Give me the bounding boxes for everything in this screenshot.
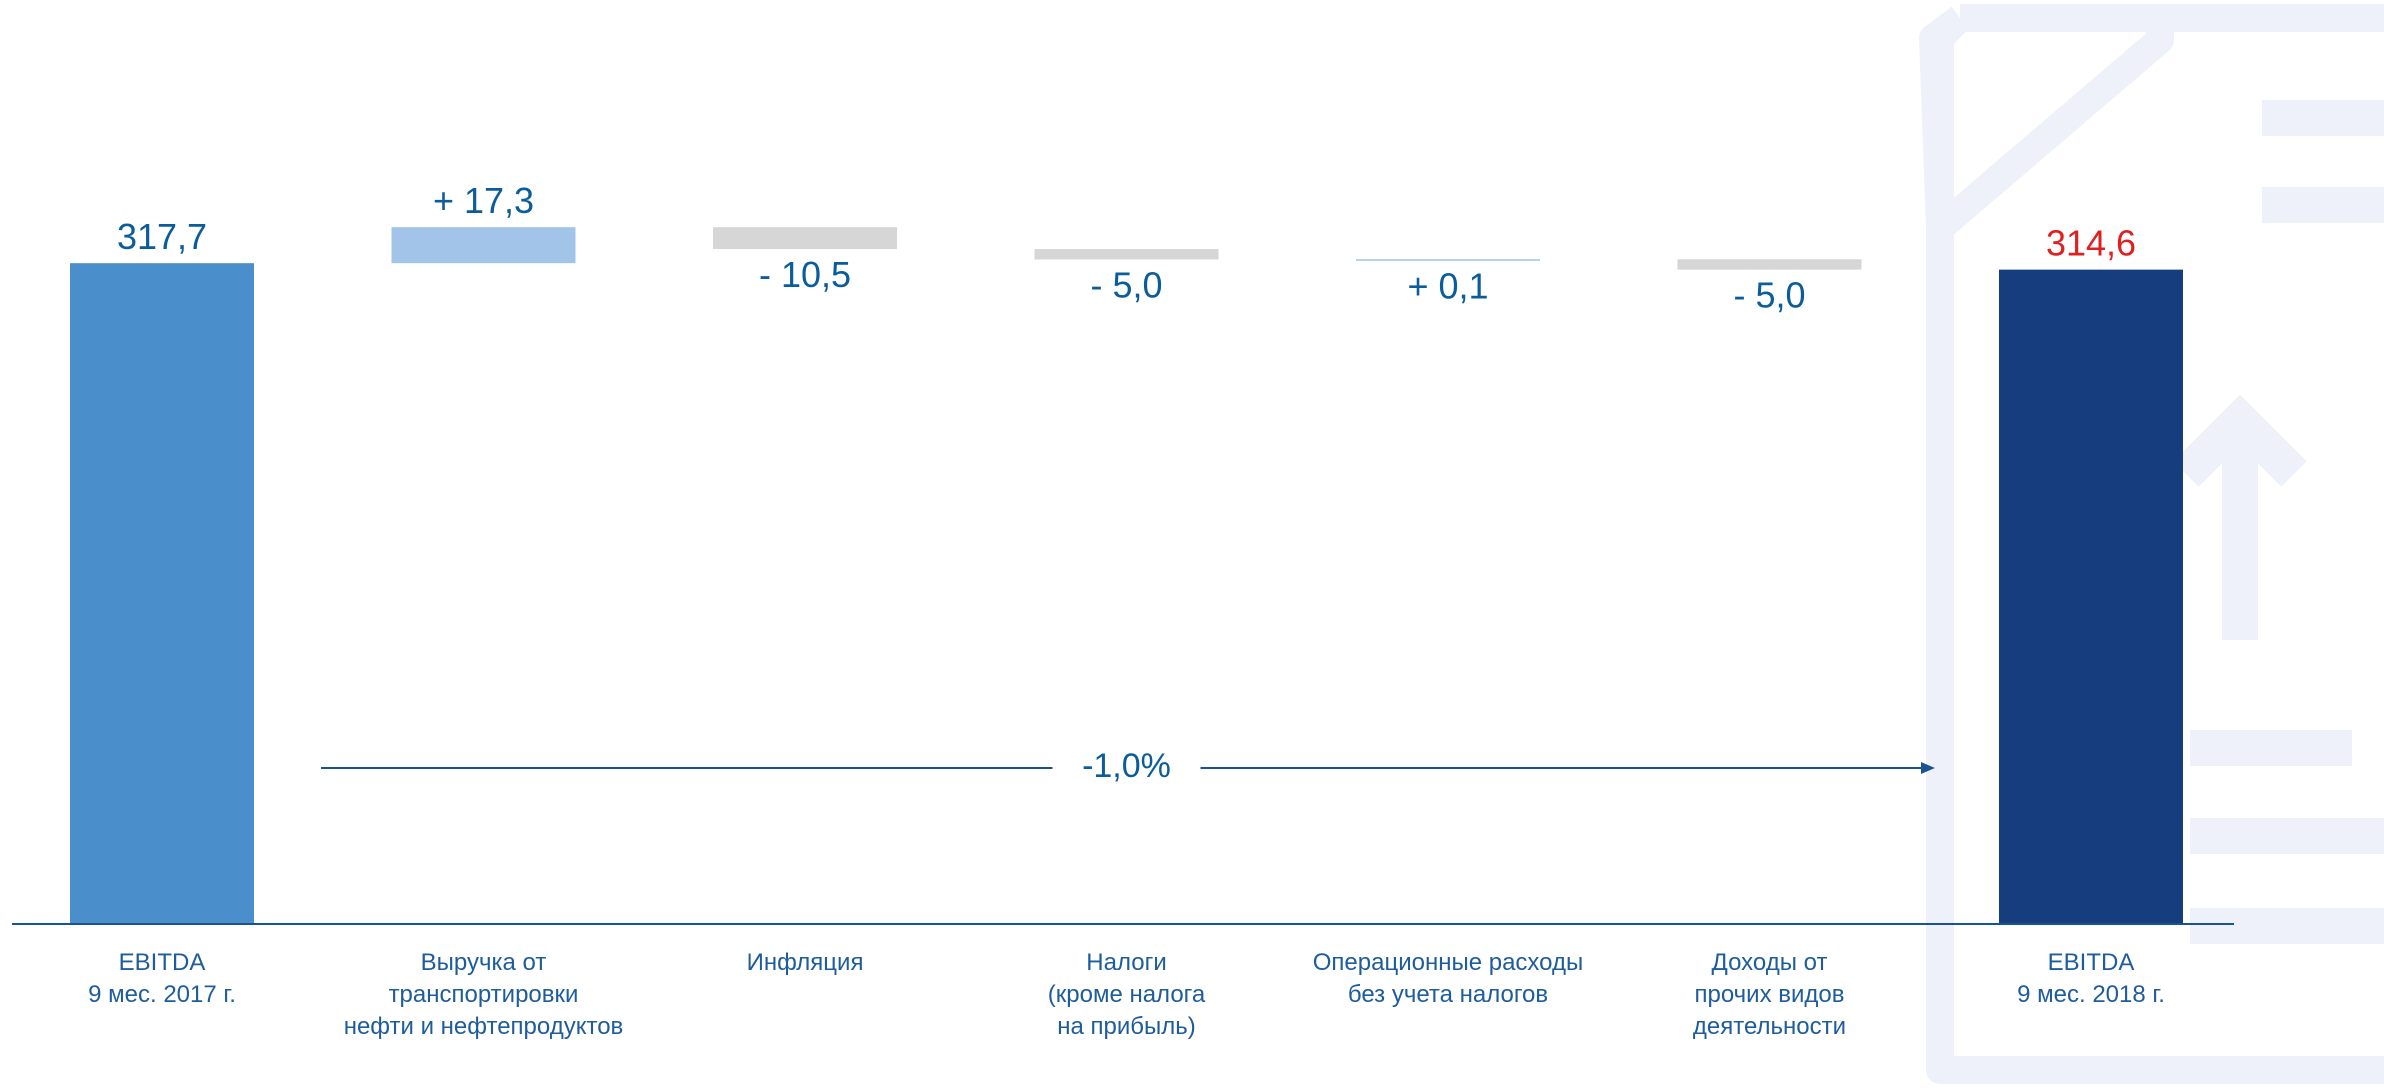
change-annotation: -1,0% [321,747,1935,785]
category-label: Налоги (кроме налога на прибыль) [1048,949,1206,1040]
bar-value-label: 314,6 [2046,223,2136,264]
bar-value-label: + 17,3 [433,180,534,221]
category-label: Выручка от транспортировки нефти и нефтепр… [344,949,624,1040]
waterfall-bar [713,227,897,250]
bar-value-label: + 0,1 [1407,266,1488,307]
bar-value-label: 317,7 [117,216,207,257]
watermark-arrow-head [2173,394,2307,487]
waterfall-bar [391,227,576,264]
category-label: Операционные расходы без учета налогов [1313,949,1583,1008]
bars-layer [70,227,2183,925]
data-labels-layer: 317,7 + 17,3 - 10,5 - 5,0 + 0,1 - 5,0 314,6 [117,180,2136,315]
category-label: EBITDA 9 мес. 2017 г. [88,949,236,1008]
waterfall-bar [1677,259,1862,270]
waterfall-bar [1356,259,1540,261]
waterfall-bar [1034,249,1219,260]
category-label: Инфляция [747,949,864,976]
waterfall-bar [70,263,254,925]
bar-value-label: - 10,5 [759,254,851,295]
annotation-arrow-head [1921,762,1935,774]
waterfall-bar [1999,269,2183,925]
watermark-document-fold [1926,8,2174,242]
category-label: Доходы от прочих видов деятельности [1693,949,1846,1040]
category-labels-layer: EBITDA 9 мес. 2017 г. Выручка от транспорти… [88,949,2165,1040]
bar-value-label: - 5,0 [1090,264,1162,305]
annotation-percent-label: -1,0% [1082,747,1171,785]
bar-value-label: - 5,0 [1733,275,1805,316]
document-watermark-icon [1919,4,2384,1084]
category-label: EBITDA 9 мес. 2018 г. [2017,949,2165,1008]
